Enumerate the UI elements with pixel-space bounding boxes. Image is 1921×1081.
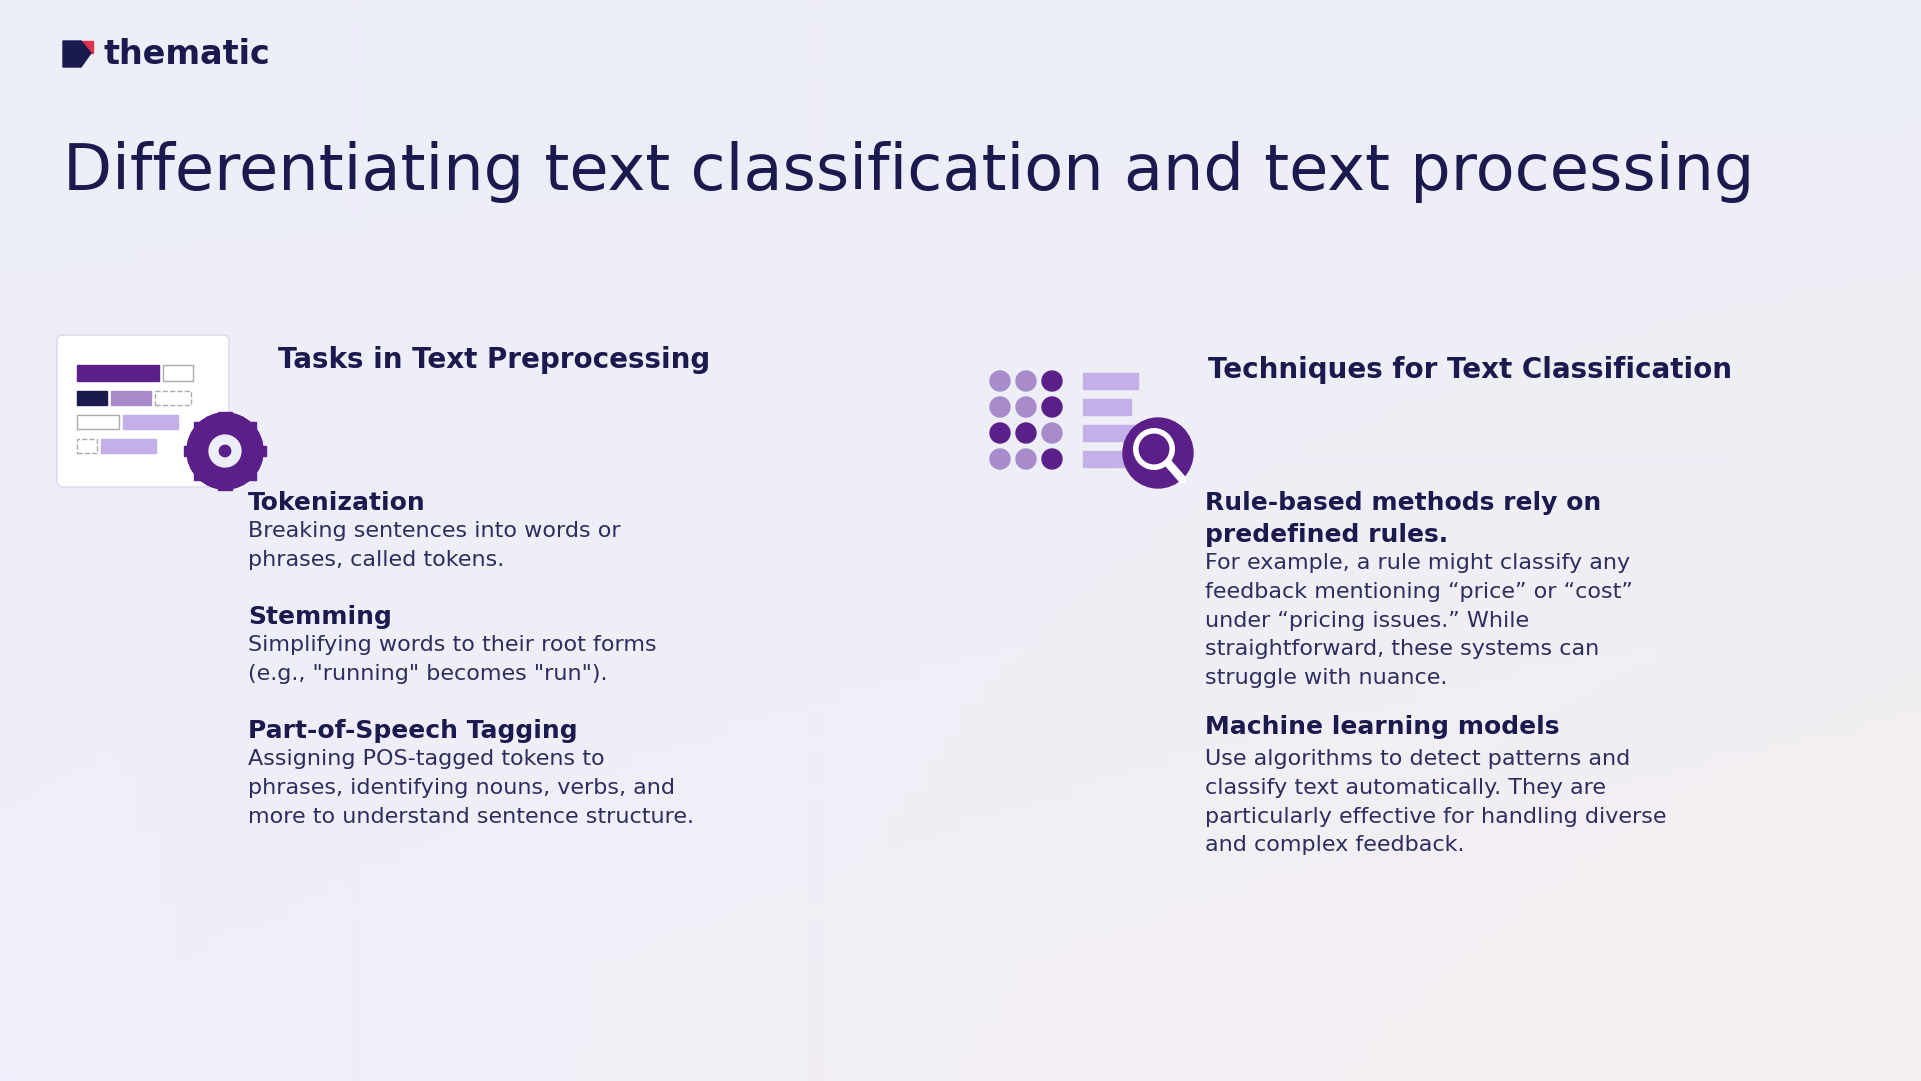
Text: Machine learning models: Machine learning models [1204,715,1560,739]
Bar [77,439,96,453]
FancyBboxPatch shape [242,422,255,432]
Bar [77,365,159,381]
Text: Techniques for Text Classification: Techniques for Text Classification [1208,356,1733,384]
FancyBboxPatch shape [194,470,207,480]
Circle shape [1041,449,1062,469]
FancyBboxPatch shape [217,412,232,422]
Circle shape [989,397,1010,417]
FancyBboxPatch shape [242,470,255,480]
Circle shape [1016,423,1035,443]
Circle shape [1124,418,1193,488]
Circle shape [1041,371,1062,391]
Polygon shape [79,41,92,53]
Circle shape [989,449,1010,469]
FancyBboxPatch shape [252,446,265,456]
Circle shape [1016,371,1035,391]
Circle shape [1041,397,1062,417]
Bar [102,439,156,453]
Circle shape [209,435,240,467]
Circle shape [1041,423,1062,443]
Text: thematic: thematic [104,38,269,70]
Bar [123,415,179,429]
Circle shape [1016,397,1035,417]
Circle shape [989,423,1010,443]
Text: Rule-based methods rely on
predefined rules.: Rule-based methods rely on predefined ru… [1204,491,1602,547]
FancyBboxPatch shape [58,335,229,488]
Bar [1083,399,1131,415]
Bar [163,365,192,381]
Text: Use algorithms to detect patterns and
classify text automatically. They are
part: Use algorithms to detect patterns and cl… [1204,749,1667,855]
Text: Simplifying words to their root forms
(e.g., "running" becomes "run").: Simplifying words to their root forms (e… [248,635,657,684]
Text: Assigning POS-tagged tokens to
phrases, identifying nouns, verbs, and
more to un: Assigning POS-tagged tokens to phrases, … [248,749,693,827]
Circle shape [186,413,263,489]
Text: Stemming: Stemming [248,605,392,629]
Bar [77,415,119,429]
Bar [111,391,152,405]
Bar [156,391,190,405]
Text: Tokenization: Tokenization [248,491,426,515]
Circle shape [989,371,1010,391]
FancyBboxPatch shape [194,422,207,432]
Polygon shape [63,41,90,67]
Circle shape [219,445,231,456]
Bar [1083,451,1126,467]
Text: For example, a rule might classify any
feedback mentioning “price” or “cost”
und: For example, a rule might classify any f… [1204,553,1633,689]
Text: Tasks in Text Preprocessing: Tasks in Text Preprocessing [279,346,711,374]
Bar [1083,425,1141,441]
Bar [1083,373,1137,389]
Text: Part-of-Speech Tagging: Part-of-Speech Tagging [248,719,578,743]
Text: Differentiating text classification and text processing: Differentiating text classification and … [63,141,1754,203]
FancyBboxPatch shape [217,480,232,490]
FancyBboxPatch shape [184,446,198,456]
Circle shape [186,413,263,489]
Bar [77,391,108,405]
Circle shape [1016,449,1035,469]
Text: Breaking sentences into words or
phrases, called tokens.: Breaking sentences into words or phrases… [248,521,620,570]
